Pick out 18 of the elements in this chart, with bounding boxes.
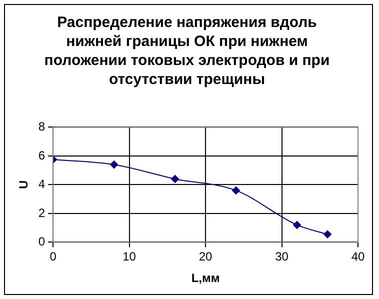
y-tick-label: 4: [38, 177, 46, 192]
x-tick-label: 0: [50, 250, 57, 264]
x-tick-label: 10: [122, 250, 136, 264]
point: [293, 220, 302, 229]
y-tick-label: 8: [38, 120, 46, 134]
point: [171, 174, 180, 183]
x-tick-label: 20: [198, 250, 213, 264]
y-axis-title: U: [16, 180, 31, 190]
y-tick-label: 0: [38, 234, 46, 249]
x-tick-label: 40: [351, 250, 365, 264]
point: [110, 160, 118, 169]
chart-title: Распределение напряжения вдоль нижней границы ОК при нижнем положении токовых электродов и при отсутствии трещины: [43, 13, 331, 89]
point: [232, 186, 240, 194]
y-tick-label: 2: [38, 206, 46, 220]
y-tick-label: 6: [38, 148, 46, 162]
x-tick-label: 30: [275, 250, 289, 264]
x-axis-title: L,мм: [191, 271, 220, 286]
point: [324, 230, 332, 238]
